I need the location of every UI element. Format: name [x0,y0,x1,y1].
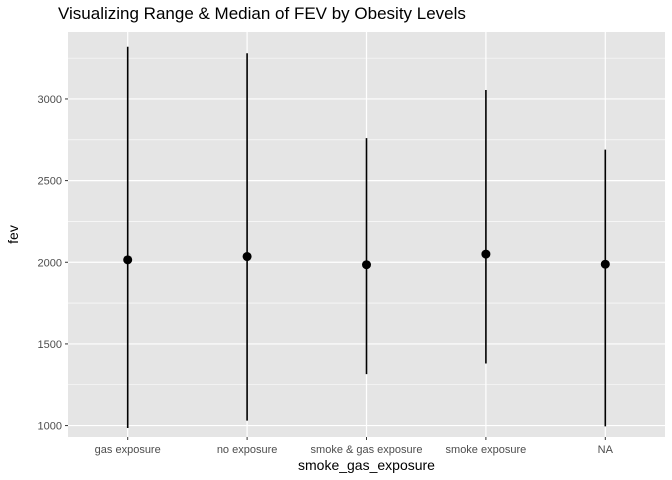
y-axis-title: fev [5,225,21,244]
y-tick-label: 3000 [38,94,62,106]
y-tick-label: 2000 [38,257,62,269]
median-point [362,260,371,270]
median-point [481,249,491,259]
x-tick-label: no exposure [217,444,278,456]
y-tick-label: 2500 [38,176,62,188]
median-point [123,255,133,265]
x-tick-label: smoke exposure [446,444,527,456]
y-tick-label: 1500 [38,339,62,351]
x-axis: gas exposure no exposure smoke & gas expos… [95,437,614,456]
y-tick-label: 1000 [38,421,62,433]
median-point [600,259,610,269]
x-tick-label: gas exposure [95,444,161,456]
x-tick-label: NA [598,444,614,456]
x-axis-title: smoke_gas_exposure [298,457,435,473]
chart-marks [123,46,610,429]
x-tick-label: smoke & gas exposure [311,444,423,456]
y-axis: 1000 1500 2000 2500 3000 [38,94,68,433]
chart-title: Visualizing Range & Median of FEV by Obe… [58,4,466,23]
median-point [242,252,252,262]
